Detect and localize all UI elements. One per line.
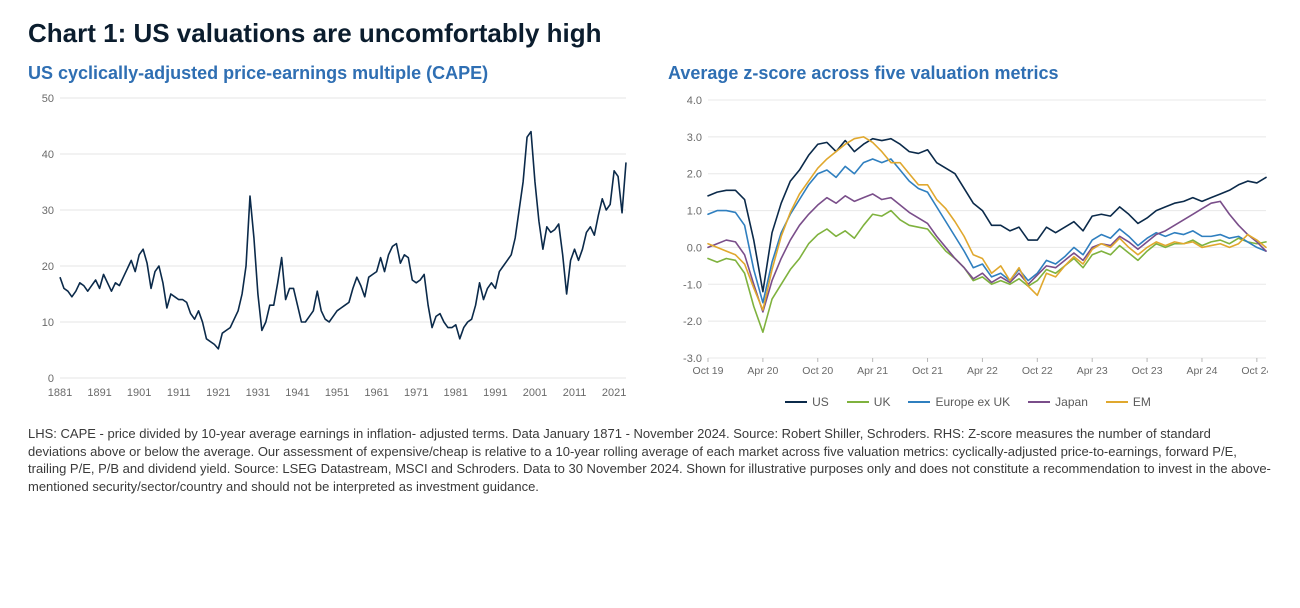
legend-label: UK	[874, 395, 891, 409]
svg-text:1981: 1981	[444, 387, 468, 399]
svg-text:-3.0: -3.0	[683, 353, 702, 365]
svg-text:30: 30	[42, 205, 54, 217]
svg-text:1931: 1931	[246, 387, 270, 399]
svg-text:3.0: 3.0	[687, 132, 702, 144]
legend-item: EM	[1106, 395, 1151, 409]
svg-text:1891: 1891	[87, 387, 111, 399]
cape-line-chart: 0 10 20 30 40 50 1881 1891 1901 1911 1921 1931 1941 1…	[28, 88, 628, 403]
legend-swatch	[847, 401, 869, 403]
left-chart-title: US cyclically-adjusted price-earnings mu…	[28, 63, 628, 84]
svg-text:1901: 1901	[127, 387, 151, 399]
svg-text:1971: 1971	[404, 387, 428, 399]
svg-text:0: 0	[48, 373, 54, 385]
svg-text:Apr 21: Apr 21	[857, 365, 888, 377]
svg-text:Apr 24: Apr 24	[1186, 365, 1217, 377]
svg-text:2001: 2001	[523, 387, 547, 399]
svg-text:-1.0: -1.0	[683, 279, 702, 291]
svg-text:1921: 1921	[206, 387, 230, 399]
svg-text:40: 40	[42, 149, 54, 161]
svg-text:Oct 23: Oct 23	[1132, 365, 1163, 377]
legend-item: US	[785, 395, 829, 409]
legend-label: Europe ex UK	[935, 395, 1010, 409]
svg-text:Apr 23: Apr 23	[1077, 365, 1108, 377]
svg-text:2011: 2011	[563, 387, 587, 399]
svg-text:50: 50	[42, 93, 54, 105]
svg-text:Oct 21: Oct 21	[912, 365, 943, 377]
svg-text:Apr 20: Apr 20	[747, 365, 778, 377]
legend-label: Japan	[1055, 395, 1088, 409]
legend-label: EM	[1133, 395, 1151, 409]
legend-swatch	[1028, 401, 1050, 403]
svg-text:4.0: 4.0	[687, 95, 702, 107]
svg-text:2021: 2021	[602, 387, 626, 399]
svg-text:1941: 1941	[285, 387, 309, 399]
legend-item: Europe ex UK	[908, 395, 1010, 409]
chart-main-title: Chart 1: US valuations are uncomfortably…	[28, 18, 1272, 49]
svg-text:1951: 1951	[325, 387, 349, 399]
chart-footnote: LHS: CAPE - price divided by 10-year ave…	[28, 425, 1272, 495]
svg-text:Apr 22: Apr 22	[967, 365, 998, 377]
svg-text:1991: 1991	[483, 387, 507, 399]
legend-swatch	[785, 401, 807, 403]
svg-text:2.0: 2.0	[687, 169, 702, 181]
svg-text:1911: 1911	[167, 387, 191, 399]
svg-text:1961: 1961	[364, 387, 388, 399]
legend-item: UK	[847, 395, 891, 409]
svg-text:20: 20	[42, 261, 54, 273]
legend-label: US	[812, 395, 829, 409]
legend-item: Japan	[1028, 395, 1088, 409]
svg-text:Oct 22: Oct 22	[1022, 365, 1053, 377]
legend-swatch	[908, 401, 930, 403]
right-panel: Average z-score across five valuation me…	[668, 63, 1268, 409]
svg-text:1.0: 1.0	[687, 206, 702, 218]
zscore-legend: US UK Europe ex UK Japan EM	[668, 395, 1268, 409]
svg-text:0.0: 0.0	[687, 242, 702, 254]
right-chart-title: Average z-score across five valuation me…	[668, 63, 1268, 84]
svg-text:Oct 19: Oct 19	[693, 365, 724, 377]
svg-text:1881: 1881	[48, 387, 72, 399]
svg-text:Oct 20: Oct 20	[802, 365, 833, 377]
page-root: Chart 1: US valuations are uncomfortably…	[0, 0, 1300, 608]
svg-text:10: 10	[42, 317, 54, 329]
zscore-line-chart: -3.0 -2.0 -1.0 0.0 1.0 2.0 3.0 4.0 Oct 19 Apr 20 O…	[668, 88, 1268, 393]
charts-row: US cyclically-adjusted price-earnings mu…	[28, 63, 1272, 409]
svg-text:Oct 24: Oct 24	[1241, 365, 1268, 377]
legend-swatch	[1106, 401, 1128, 403]
left-panel: US cyclically-adjusted price-earnings mu…	[28, 63, 628, 409]
svg-text:-2.0: -2.0	[683, 316, 702, 328]
